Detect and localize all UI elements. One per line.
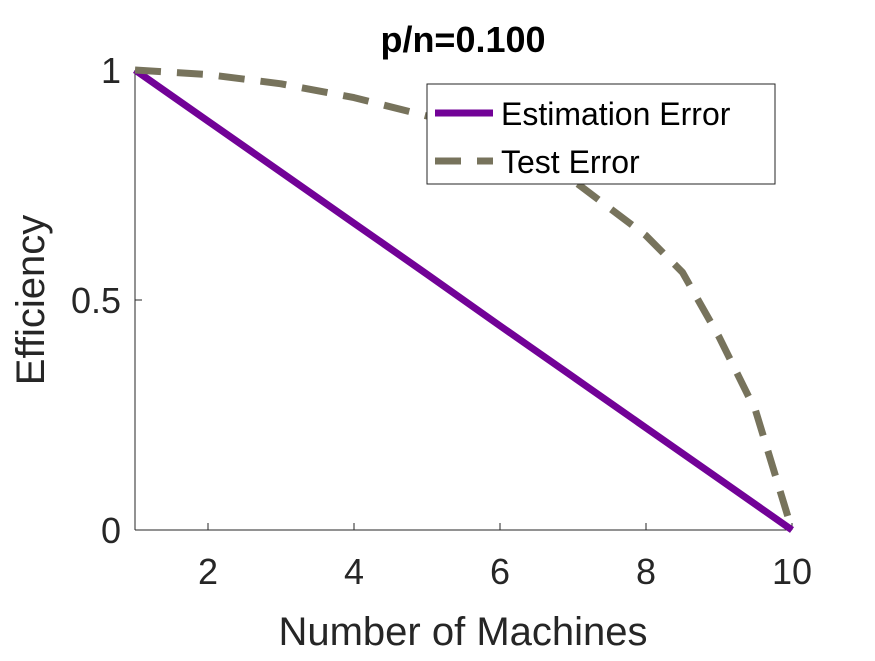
x-tick-label: 4	[344, 551, 364, 592]
legend-label-2: Test Error	[501, 144, 640, 180]
legend-box	[426, 83, 776, 185]
x-tick-label: 2	[198, 551, 218, 592]
x-tick-label: 8	[636, 551, 656, 592]
y-tick-label: 0.5	[71, 280, 121, 321]
x-tick-label: 10	[772, 551, 812, 592]
chart-title: p/n=0.100	[380, 19, 545, 60]
y-tick-label: 0	[101, 510, 121, 551]
series-line-1	[132, 67, 795, 533]
x-axis-label: Number of Machines	[278, 610, 647, 654]
x-tick-label: 6	[490, 551, 510, 592]
y-axis-label: Efficiency	[9, 215, 53, 385]
legend-label-1: Estimation Error	[501, 96, 731, 132]
series-line-2	[134, 66, 796, 532]
y-tick-label: 1	[101, 50, 121, 91]
